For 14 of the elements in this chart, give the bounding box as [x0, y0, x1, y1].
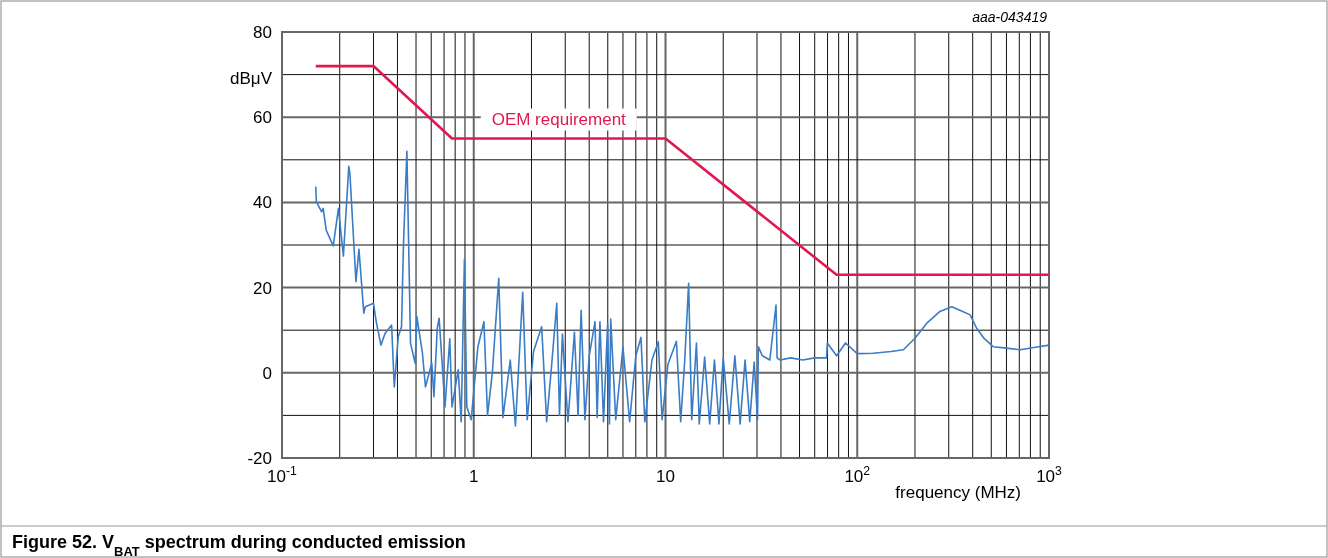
x-tick-label: 10$^{2}$ — [844, 464, 871, 486]
y-axis-title: dBμV — [230, 69, 273, 88]
x-tick-label: 10$^{3}$ — [1036, 464, 1063, 486]
y-tick-label: 0 — [262, 363, 272, 383]
x-tick-label: 1 — [469, 467, 479, 486]
text: Figure 52. V$_{BAT}$ spectrum during conducted emission — [12, 532, 466, 558]
y-tick-label: 20 — [253, 278, 272, 298]
text: aaa-043419 — [972, 9, 1048, 25]
y-tick-label: 40 — [253, 193, 272, 213]
x-axis-title: frequency (MHz) — [895, 483, 1021, 502]
y-tick-label: 80 — [253, 23, 272, 42]
series-label: OEM requirement — [491, 109, 627, 129]
y-tick-label: 60 — [253, 108, 272, 128]
x-tick-label: 10 — [656, 467, 675, 486]
